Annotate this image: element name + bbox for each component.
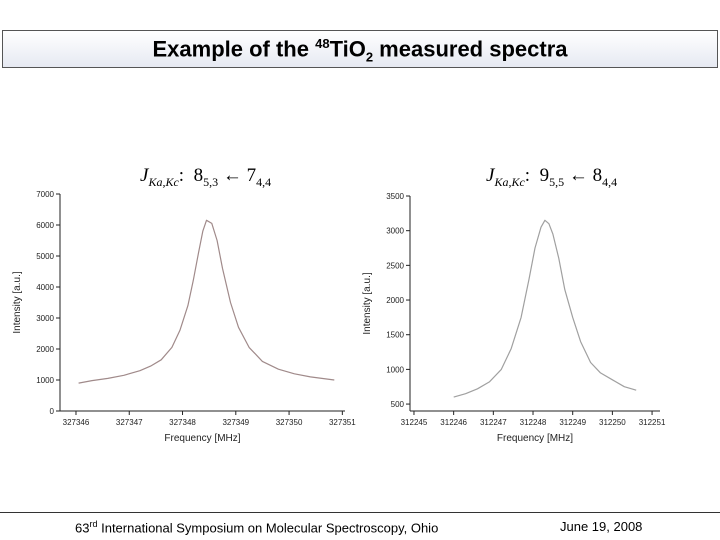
x-tick-label: 327349: [222, 418, 249, 427]
title-subscript: 2: [365, 49, 374, 65]
x-axis-label: Frequency [MHz]: [164, 433, 240, 444]
spectrum-line: [78, 219, 335, 384]
footer-number: 63: [75, 520, 90, 536]
transition-label-right: JKa,Kc: 95,5 ← 84,4: [486, 165, 617, 190]
colon: :: [178, 165, 185, 186]
transition-label-left: JKa,Kc: 85,3 ← 74,4: [140, 165, 271, 190]
x-tick-label: 327351: [329, 418, 356, 427]
y-tick-label: 500: [391, 400, 405, 409]
title-molecule: TiO: [329, 36, 366, 62]
y-tick-label: 3000: [386, 227, 404, 236]
x-tick-label: 312246: [440, 418, 467, 427]
y-tick-label: 1000: [386, 365, 404, 374]
upper-level: 8: [193, 165, 204, 186]
y-tick-label: 0: [50, 407, 55, 416]
arrow: ←: [222, 165, 242, 186]
title-text-pre: Example of the: [152, 36, 316, 62]
lower-level: 8: [592, 165, 603, 186]
lower-level: 7: [246, 165, 257, 186]
lower-level-sub: 4,4: [256, 174, 272, 189]
x-tick-label: 312247: [480, 418, 507, 427]
j-subscript: Ka,Kc: [494, 174, 525, 189]
y-tick-label: 6000: [36, 221, 54, 230]
x-tick-label: 312250: [599, 418, 626, 427]
footer-conference-text: International Symposium on Molecular Spe…: [97, 520, 439, 536]
x-tick-label: 312249: [559, 418, 586, 427]
title-bar: Example of the 48TiO2 measured spectra: [2, 30, 718, 68]
colon: :: [524, 165, 531, 186]
y-tick-label: 1500: [386, 331, 404, 340]
arrow: ←: [568, 165, 588, 186]
y-tick-label: 2000: [36, 345, 54, 354]
x-tick-label: 327350: [276, 418, 303, 427]
title-isotope: 48: [315, 36, 330, 51]
j-symbol: J: [140, 165, 149, 186]
spectrum-chart-left: 0 1000 2000 3000 4000 5000 6000 7000 327346 32734…: [12, 190, 356, 444]
x-tick-label: 312248: [520, 418, 547, 427]
y-tick-label: 3500: [386, 192, 404, 201]
y-axis-label: Intensity [a.u.]: [362, 272, 373, 334]
y-tick-label: 2000: [386, 296, 404, 305]
footer-date: June 19, 2008: [560, 519, 643, 534]
x-tick-label: 327347: [116, 418, 143, 427]
lower-level-sub: 4,4: [602, 174, 618, 189]
y-tick-label: 2500: [386, 261, 404, 270]
y-tick-label: 1000: [36, 376, 54, 385]
j-subscript: Ka,Kc: [148, 174, 179, 189]
x-tick-label: 312245: [401, 418, 428, 427]
footer-ordinal: rd: [89, 519, 98, 529]
slide-title: Example of the 48TiO2 measured spectra: [3, 36, 717, 65]
title-text-post: measured spectra: [373, 36, 568, 62]
spectrum-line: [453, 219, 637, 398]
y-tick-label: 5000: [36, 252, 54, 261]
upper-level-sub: 5,3: [203, 174, 219, 189]
y-tick-label: 7000: [36, 190, 54, 199]
x-axis-label: Frequency [MHz]: [497, 433, 573, 444]
footer-conference: 63rd International Symposium on Molecula…: [75, 519, 438, 535]
x-tick-label: 327346: [63, 418, 90, 427]
y-axis-label: Intensity [a.u.]: [12, 271, 23, 333]
j-symbol: J: [486, 165, 495, 186]
footer-divider: [0, 512, 720, 513]
spectrum-chart-right: 500 1000 1500 2000 2500 3000 3500 312245 312246 3…: [362, 192, 666, 444]
upper-level: 9: [539, 165, 550, 186]
upper-level-sub: 5,5: [549, 174, 565, 189]
x-tick-label: 312251: [639, 418, 666, 427]
y-tick-label: 3000: [36, 314, 54, 323]
y-tick-label: 4000: [36, 283, 54, 292]
x-tick-label: 327348: [169, 418, 196, 427]
